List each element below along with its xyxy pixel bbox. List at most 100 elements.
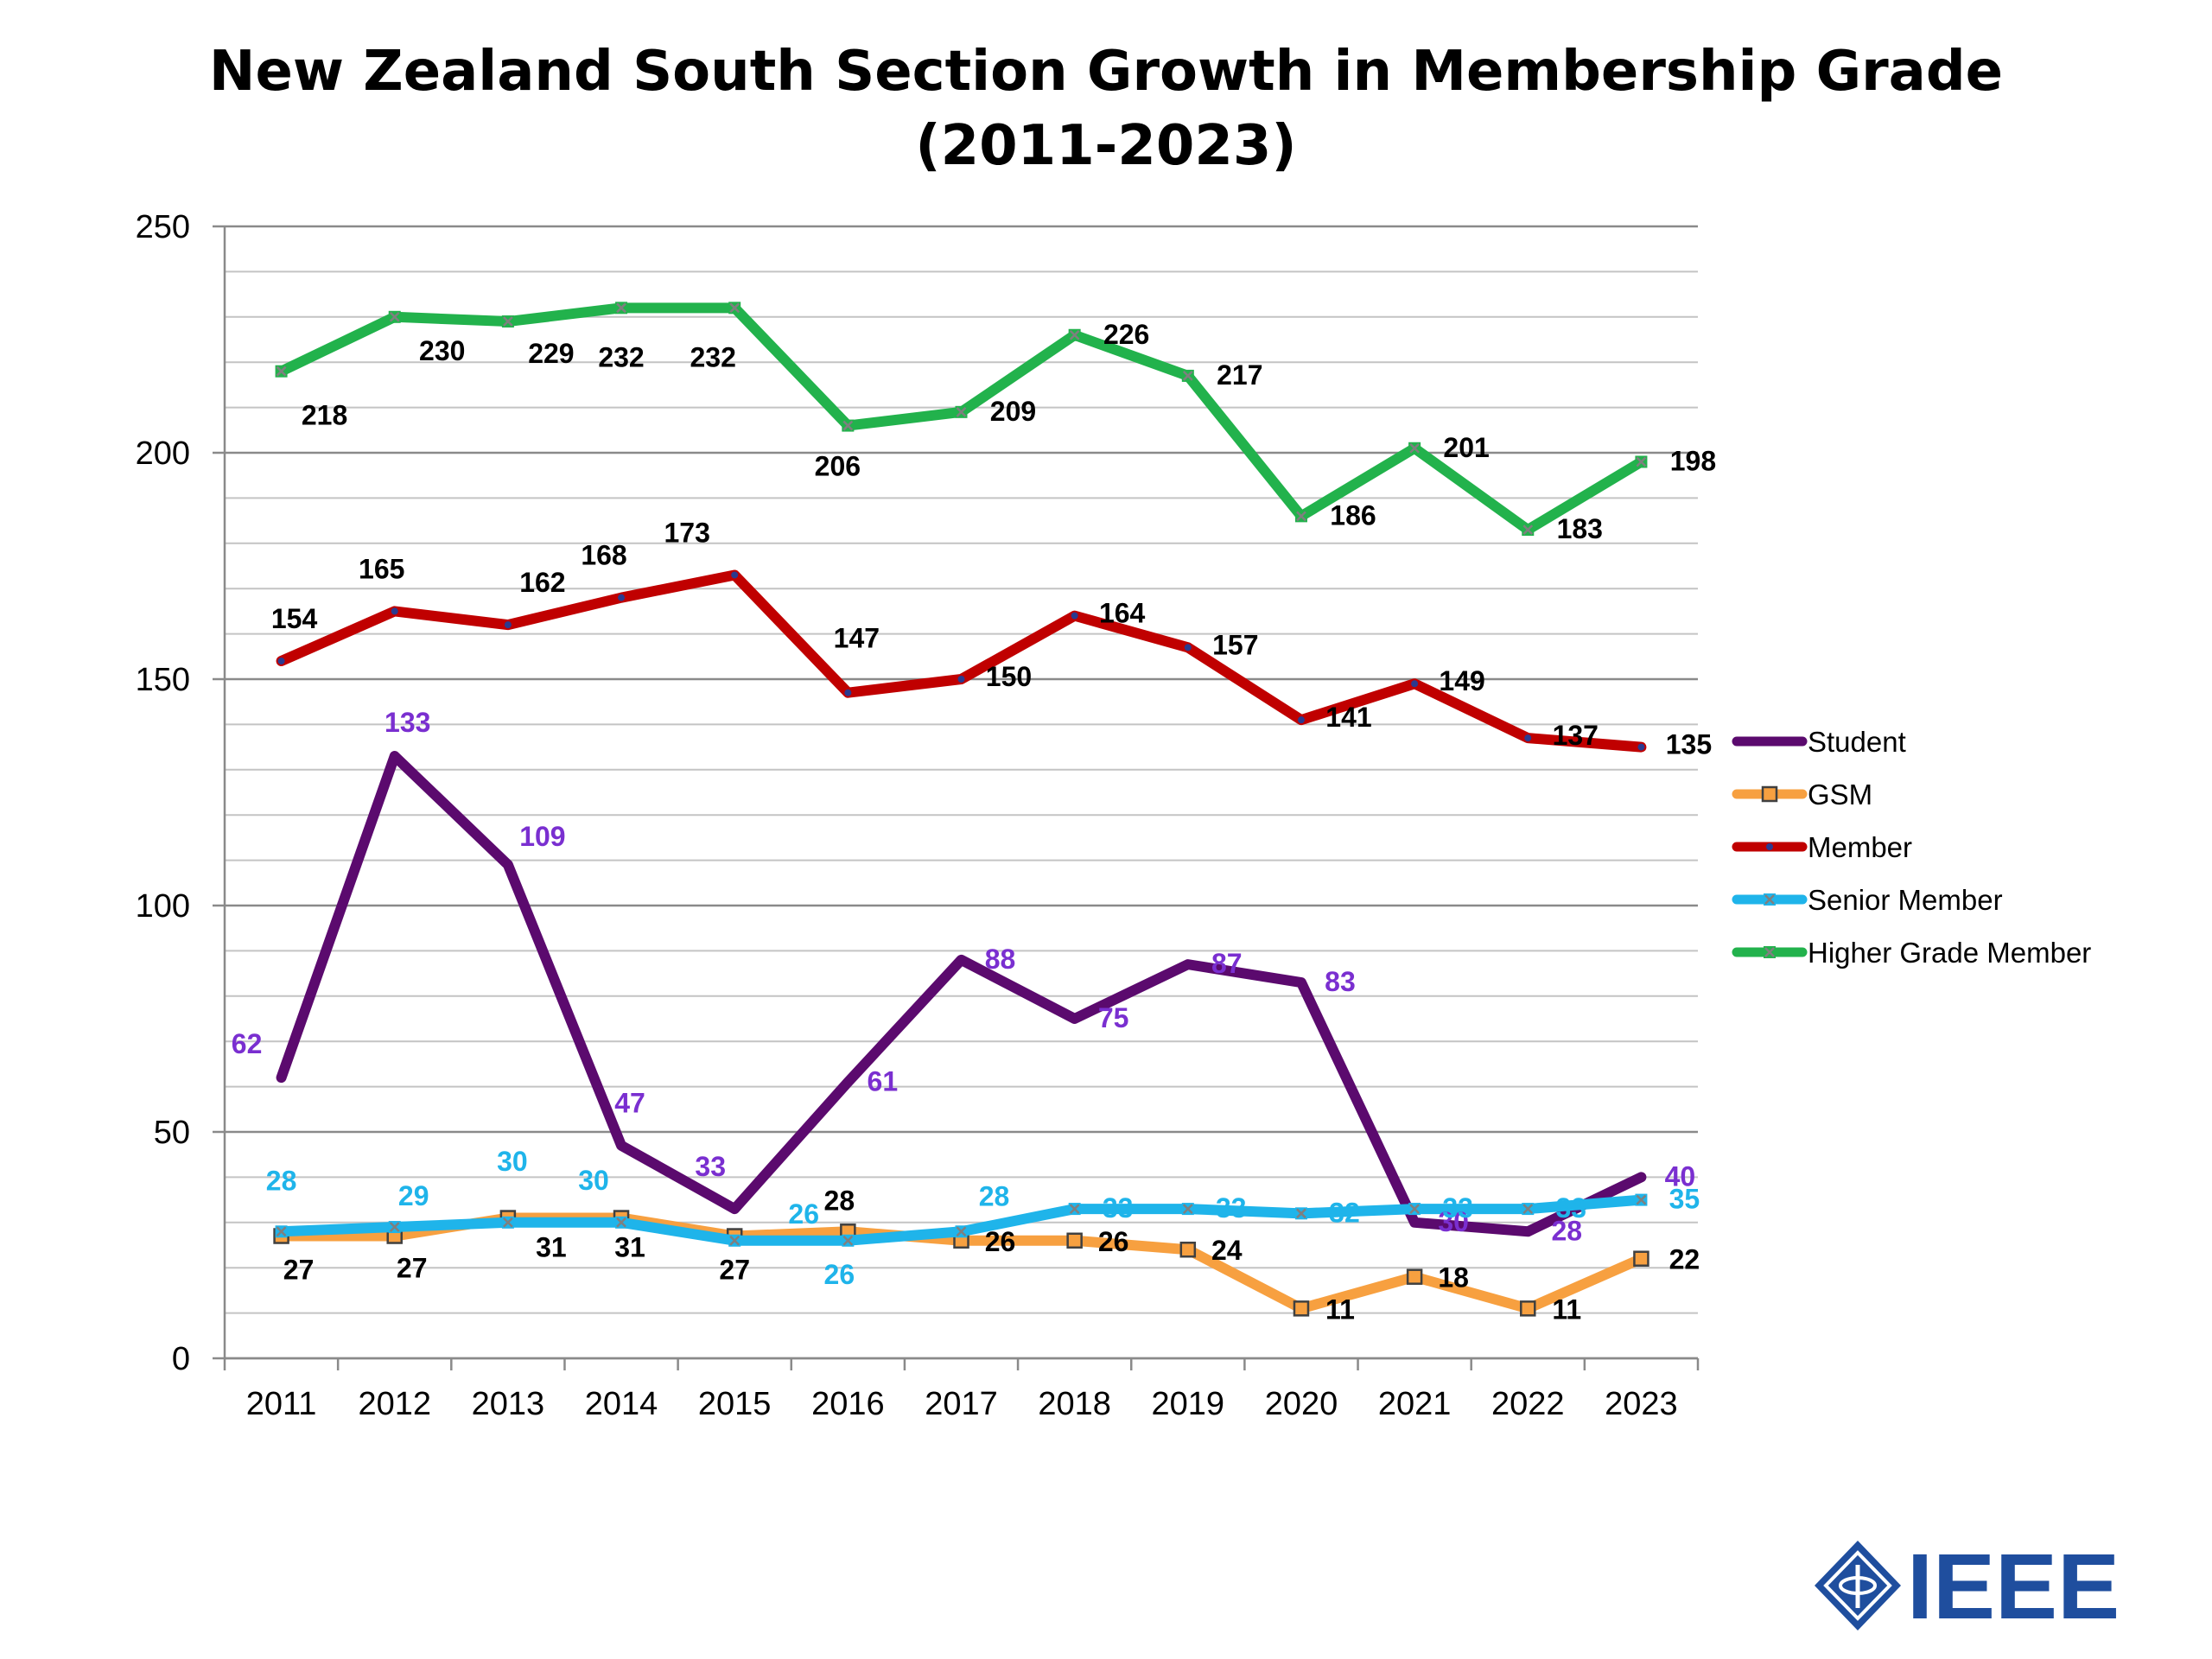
data-point: [391, 607, 398, 615]
data-point-cross: [1636, 1194, 1647, 1205]
data-point: [1761, 785, 1778, 803]
x-tick-label: 2011: [246, 1386, 317, 1422]
data-point-cross: [842, 420, 854, 431]
data-point: [504, 621, 512, 629]
y-tick-label: 150: [136, 662, 190, 698]
y-tick-label: 100: [136, 888, 190, 925]
data-point-cross: [1522, 524, 1534, 535]
data-point-cross: [276, 1226, 287, 1237]
x-tick-label: 2018: [1038, 1386, 1111, 1422]
data-label: 137: [1553, 720, 1599, 751]
y-tick-label: 200: [136, 435, 190, 472]
data-label: 173: [664, 517, 709, 548]
gridlines: [225, 225, 1698, 1360]
series-line-higher-grade-member: [276, 302, 1647, 536]
x-tick-label: 2017: [925, 1386, 998, 1422]
data-point: [1406, 1268, 1423, 1285]
data-label: 11: [1552, 1294, 1581, 1325]
data-point-cross: [616, 302, 626, 314]
series-line-member: [276, 569, 1647, 753]
data-point: [619, 1142, 625, 1148]
data-point: [1525, 1229, 1531, 1235]
data-point-cross: [389, 1222, 400, 1232]
data-label: 226: [1103, 319, 1149, 350]
x-tick-label: 2016: [811, 1386, 885, 1422]
data-label: 87: [1211, 948, 1243, 979]
x-tick-label: 2012: [358, 1386, 431, 1422]
data-label: 61: [868, 1065, 899, 1096]
x-tick-label: 2020: [1265, 1386, 1338, 1422]
data-point-cross: [276, 365, 287, 377]
data-label: 217: [1217, 359, 1262, 391]
data-point: [1185, 962, 1191, 968]
data-labels: 62 133 109 47 33 61 88 75 87 83 30 28 40 27 27 31 31 27 28…: [232, 319, 1716, 1325]
y-tick-label: 0: [172, 1341, 190, 1377]
chart-title: New Zealand South Section Growth in Memb…: [0, 35, 2212, 183]
legend-label: Student: [1808, 726, 1906, 758]
data-label: 40: [1665, 1160, 1696, 1192]
data-point: [1297, 716, 1305, 724]
data-label: 30: [1438, 1206, 1469, 1237]
data-label: 47: [614, 1088, 645, 1119]
x-tick-label: 2022: [1491, 1386, 1565, 1422]
data-label: 150: [986, 661, 1032, 692]
data-point: [1071, 1016, 1077, 1021]
data-label: 149: [1439, 665, 1484, 696]
data-label: 31: [614, 1232, 645, 1263]
data-label: 168: [581, 540, 626, 571]
data-label: 33: [1555, 1192, 1586, 1224]
x-tick-label: 2023: [1605, 1386, 1678, 1422]
data-label: 35: [1669, 1184, 1700, 1215]
data-point: [1412, 1219, 1418, 1225]
data-label: 164: [1099, 598, 1146, 629]
data-point: [1179, 1241, 1197, 1258]
data-label: 186: [1330, 499, 1376, 531]
data-point-cross: [1296, 511, 1306, 522]
data-point: [1298, 980, 1304, 986]
data-label: 26: [1098, 1226, 1129, 1257]
data-point-cross: [1409, 442, 1421, 454]
data-point-cross: [1182, 1204, 1193, 1214]
data-point: [1071, 612, 1078, 620]
data-label: 26: [824, 1259, 855, 1290]
data-label: 209: [990, 396, 1036, 427]
data-point-cross: [1522, 1204, 1534, 1214]
data-point: [1520, 1300, 1536, 1317]
data-point: [958, 957, 964, 963]
data-point: [1066, 1232, 1083, 1249]
data-label: 27: [719, 1255, 750, 1286]
data-point-cross: [1764, 894, 1775, 905]
data-label: 33: [1103, 1192, 1134, 1224]
data-label: 22: [1669, 1244, 1700, 1275]
data-point: [1767, 739, 1772, 744]
data-point: [1524, 734, 1532, 742]
data-point: [1293, 1300, 1310, 1317]
data-label: 28: [1551, 1215, 1582, 1246]
legend-label: GSM: [1808, 779, 1872, 810]
legend-label: Member: [1808, 831, 1912, 863]
y-tick-label: 250: [136, 209, 190, 245]
data-label: 32: [1329, 1197, 1360, 1228]
data-label: 157: [1212, 629, 1258, 660]
data-label: 26: [788, 1198, 819, 1230]
x-tick-label: 2019: [1152, 1386, 1225, 1422]
data-label: 30: [578, 1165, 609, 1196]
data-label: 24: [1211, 1235, 1243, 1266]
chart-title-line-1: New Zealand South Section Growth in Memb…: [208, 40, 2004, 104]
ieee-logo-text: IEEE: [1907, 1534, 2120, 1637]
data-label: 162: [519, 567, 565, 598]
data-label: 165: [359, 553, 404, 584]
data-label: 30: [497, 1146, 528, 1177]
data-point-cross: [1069, 329, 1080, 340]
data-point-cross: [1296, 1208, 1306, 1219]
data-point: [391, 753, 397, 760]
data-point-cross: [729, 302, 741, 314]
series-lines: [273, 302, 1649, 1317]
data-point-cross: [956, 406, 967, 417]
data-label: 201: [1443, 432, 1489, 463]
data-label: 33: [695, 1151, 726, 1182]
data-label: 33: [1216, 1192, 1247, 1224]
data-label: 28: [824, 1185, 855, 1216]
data-label: 135: [1666, 729, 1712, 760]
